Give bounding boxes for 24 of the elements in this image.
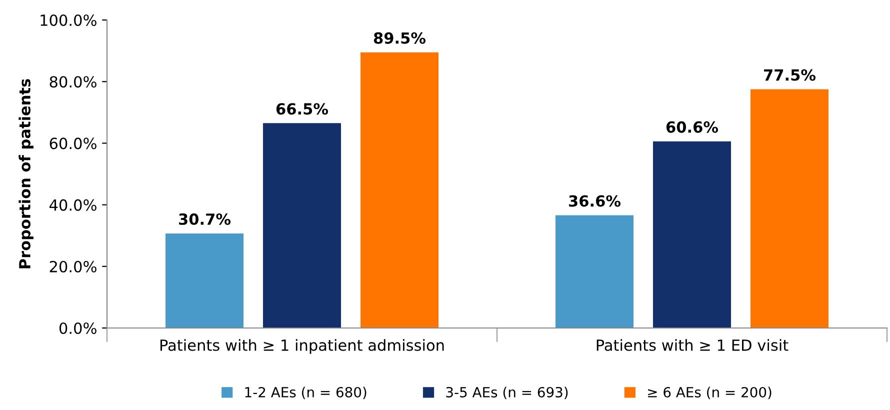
x-tick-label: Patients with ≥ 1 inpatient admission	[160, 339, 444, 354]
legend-label: 3-5 AEs (n = 693)	[446, 386, 568, 400]
y-tick-label: 60.0%	[50, 138, 96, 150]
data-label: 60.6%	[666, 121, 718, 133]
y-tick-label: 100.0%	[40, 14, 96, 26]
y-tick-label: 20.0%	[50, 260, 96, 272]
y-tick-label: 0.0%	[59, 322, 96, 334]
bar	[653, 141, 731, 328]
bar	[750, 89, 828, 328]
y-axis-title: Proportion of patients	[18, 79, 34, 268]
data-label: 36.6%	[569, 195, 621, 207]
legend-label: 1-2 AEs (n = 680)	[245, 386, 366, 400]
y-tick-label: 40.0%	[49, 199, 96, 211]
data-label: 66.5%	[276, 103, 328, 115]
bar	[556, 215, 634, 328]
bar	[360, 52, 438, 328]
y-tick-label: 80.0%	[50, 76, 96, 88]
bar	[263, 123, 341, 328]
bar	[166, 233, 244, 328]
data-label: 89.5%	[374, 32, 426, 44]
x-tick-label: Patients with ≥ 1 ED visit	[596, 339, 788, 351]
legend-label: ≥ 6 AEs (n = 200)	[648, 386, 772, 400]
data-label: 30.7%	[179, 213, 231, 225]
data-label: 77.5%	[764, 69, 816, 81]
